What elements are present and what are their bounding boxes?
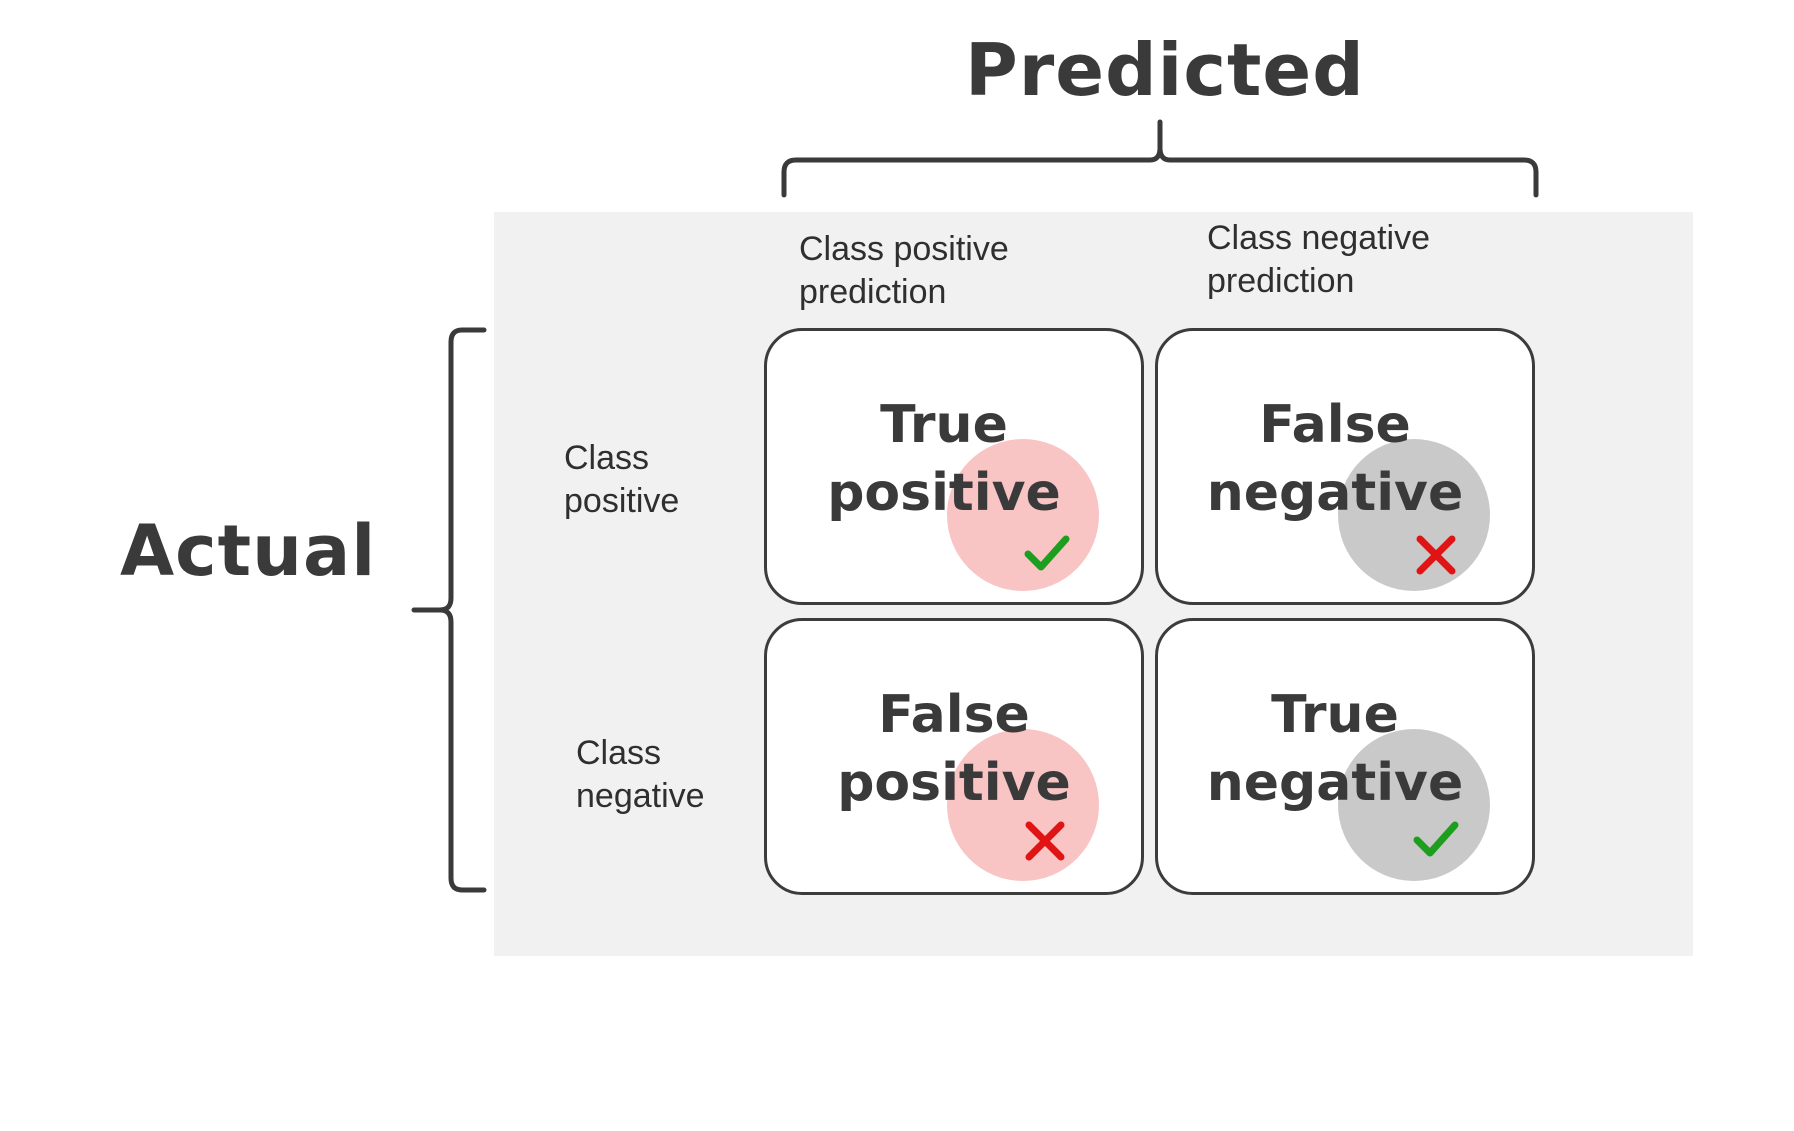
cell-label-line: False <box>878 685 1030 745</box>
cell-true-negative: True negative <box>1155 618 1535 895</box>
cell-label: False negative <box>1158 391 1522 527</box>
column-header-line: prediction <box>799 273 947 311</box>
cell-label-line: True <box>880 395 1008 455</box>
cell-label-line: positive <box>837 753 1071 813</box>
cell-label-line: negative <box>1206 463 1464 523</box>
highlight-circle <box>947 729 1099 881</box>
cell-label-line: positive <box>827 463 1061 523</box>
cell-label-line: negative <box>1206 753 1464 813</box>
row-header-line: Class <box>564 439 650 477</box>
cell-label-line: True <box>1271 685 1399 745</box>
row-header-line: negative <box>576 777 705 815</box>
row-header-positive: Class positive <box>564 437 679 523</box>
column-header-positive: Class positive prediction <box>799 228 1009 314</box>
column-header-line: prediction <box>1207 262 1355 300</box>
cell-label: True positive <box>767 391 1131 527</box>
actual-axis-title: Actual <box>120 510 377 592</box>
cell-label: False positive <box>767 681 1141 817</box>
highlight-circle <box>1338 729 1490 881</box>
cell-false-positive: False positive <box>764 618 1144 895</box>
row-header-negative: Class negative <box>576 732 705 818</box>
column-header-line: Class positive <box>799 230 1009 268</box>
predicted-axis-title: Predicted <box>965 28 1365 112</box>
column-header-line: Class negative <box>1207 219 1431 257</box>
cell-true-positive: True positive <box>764 328 1144 605</box>
row-header-line: Class <box>576 734 662 772</box>
row-header-line: positive <box>564 482 680 520</box>
column-header-negative: Class negative prediction <box>1207 217 1430 303</box>
cross-icon <box>1416 535 1456 575</box>
cell-label: True negative <box>1158 681 1522 817</box>
cross-icon <box>1025 821 1065 861</box>
check-icon <box>1413 821 1459 857</box>
cell-label-line: False <box>1259 395 1411 455</box>
highlight-circle <box>947 439 1099 591</box>
highlight-circle <box>1338 439 1490 591</box>
cell-false-negative: False negative <box>1155 328 1535 605</box>
check-icon <box>1024 535 1070 571</box>
